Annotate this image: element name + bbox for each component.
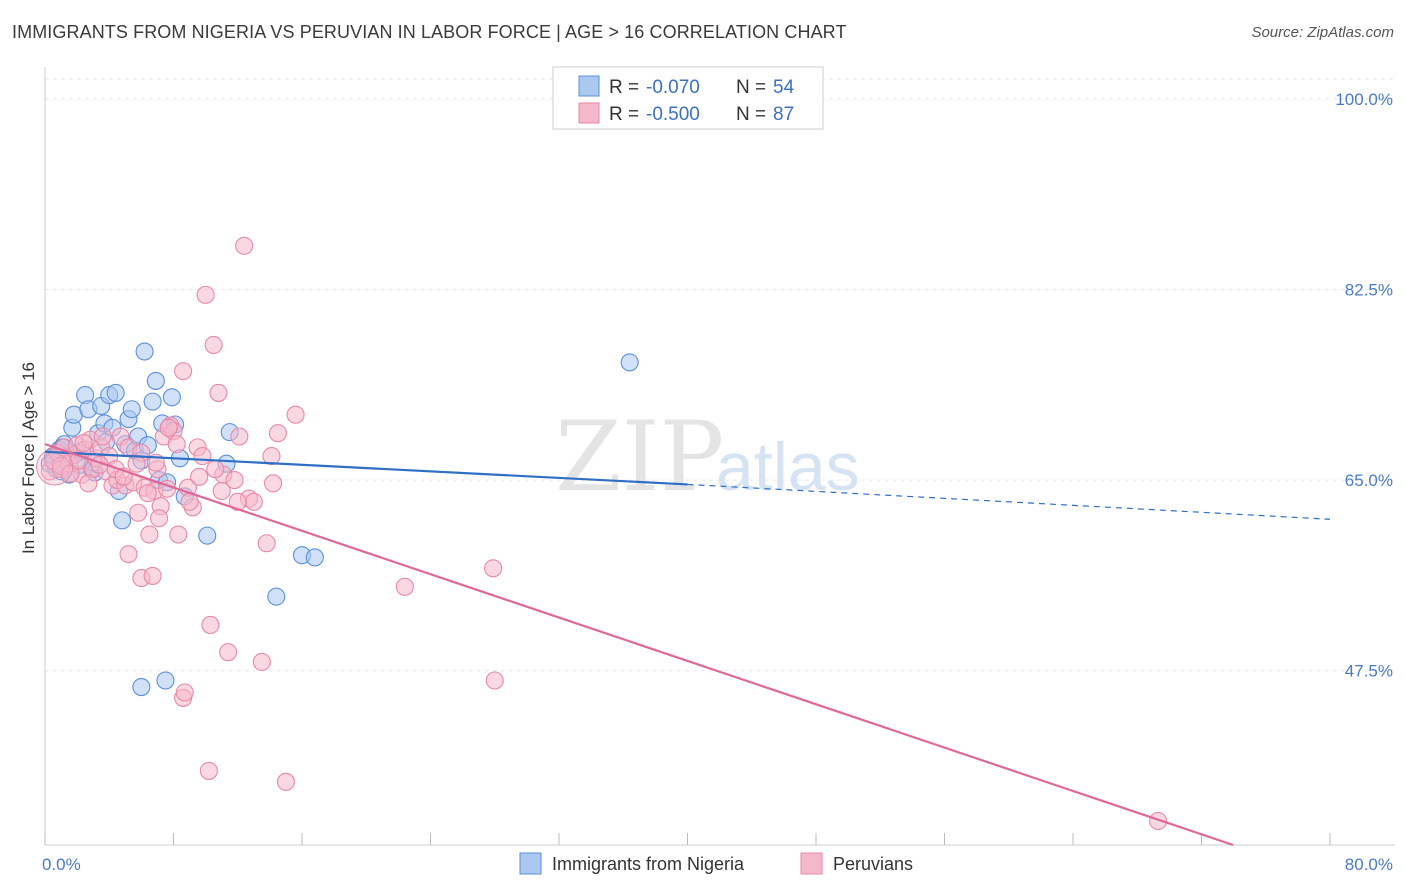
x-tick-label-0: 0.0% <box>42 855 81 874</box>
peruvian-point-45 <box>225 471 244 490</box>
peruvian-point-62 <box>395 577 414 596</box>
peruvian-point-58 <box>143 566 162 585</box>
watermark-zip: ZIP <box>555 401 724 513</box>
nigeria-point-24 <box>113 511 132 530</box>
peruvian-point-52 <box>262 447 281 466</box>
y-tick-label-2: 82.5% <box>1345 280 1393 299</box>
bottom-legend-label-nigeria: Immigrants from Nigeria <box>552 854 745 874</box>
peruvian-point-56 <box>119 545 138 564</box>
peruvian-point-86 <box>74 433 93 453</box>
legend-swatch-peruvians <box>578 102 600 124</box>
nigeria-point-34 <box>146 371 165 390</box>
y-tick-label-3: 100.0% <box>1335 90 1393 109</box>
nigeria-point-45 <box>267 587 286 606</box>
peruvian-point-54 <box>276 772 295 791</box>
trend-lines <box>44 443 1331 847</box>
y-axis-label: In Labor Force | Age > 16 <box>19 362 38 554</box>
source-credit: Source: ZipAtlas.com <box>1251 24 1394 41</box>
peruvian-point-51 <box>257 534 276 553</box>
trend-line-peruvians <box>44 443 1234 847</box>
peruvian-point-79 <box>190 467 209 486</box>
peruvian-point-38 <box>193 447 212 466</box>
peruvian-point-83 <box>264 474 283 493</box>
peruvian-point-33 <box>169 525 188 544</box>
nigeria-point-49 <box>132 677 151 697</box>
legend-r-value-a: -0.070 <box>646 77 700 98</box>
peruvian-point-77 <box>167 435 186 454</box>
nigeria-point-50 <box>156 671 175 690</box>
bottom-legend-swatch-peruvians <box>800 852 823 875</box>
chart-title: IMMIGRANTS FROM NIGERIA VS PERUVIAN IN L… <box>12 22 847 42</box>
legend-n-value-b: 87 <box>773 104 794 125</box>
nigeria-point-33 <box>143 392 162 411</box>
peruvian-point-85 <box>93 427 112 446</box>
peruvian-point-80 <box>206 460 225 479</box>
peruvian-point-22 <box>129 503 148 522</box>
nigeria-point-22 <box>106 383 125 402</box>
peruvian-point-61 <box>199 761 218 780</box>
nigeria-point-38 <box>162 388 181 407</box>
legend-n-label-a: N = <box>736 77 766 98</box>
series-nigeria-points <box>40 342 639 697</box>
x-tick-label-1: 80.0% <box>1345 855 1393 874</box>
peruvian-point-64 <box>485 671 504 690</box>
peruvian-point-34 <box>174 362 193 381</box>
peruvian-point-60 <box>175 683 194 702</box>
peruvian-point-42 <box>209 383 228 402</box>
nigeria-point-48 <box>620 353 639 372</box>
y-tick-labels: 47.5% 65.0% 82.5% 100.0% <box>1335 90 1393 681</box>
bottom-legend-label-peruvians: Peruvians <box>833 854 913 874</box>
peruvian-point-55 <box>286 405 305 424</box>
nigeria-point-31 <box>135 342 154 361</box>
legend-n-value-a: 54 <box>773 77 795 98</box>
nigeria-point-42 <box>198 526 217 545</box>
y-tick-label-1: 65.0% <box>1345 471 1393 490</box>
peruvian-point-53 <box>268 424 287 443</box>
stats-legend: R = -0.070 N = 54 R = -0.500 N = 87 <box>552 66 824 130</box>
peruvian-point-50 <box>252 652 271 672</box>
legend-r-value-b: -0.500 <box>646 104 700 125</box>
y-tick-label-0: 47.5% <box>1345 662 1393 681</box>
grid-lines <box>45 78 1395 672</box>
peruvian-point-47 <box>235 236 254 255</box>
peruvian-point-63 <box>484 559 503 578</box>
peruvian-point-67 <box>61 464 80 483</box>
legend-r-label-a: R = <box>609 77 639 98</box>
nigeria-point-27 <box>122 400 141 419</box>
peruvian-point-73 <box>127 454 146 473</box>
peruvian-point-76 <box>159 418 178 437</box>
series-peruvians-points <box>36 236 1168 831</box>
peruvian-point-39 <box>196 285 215 304</box>
peruvian-point-69 <box>79 474 98 493</box>
peruvian-point-46 <box>230 427 249 446</box>
legend-n-label-b: N = <box>736 104 766 125</box>
peruvian-point-40 <box>201 615 220 634</box>
peruvian-point-cluster <box>36 448 74 486</box>
legend-swatch-nigeria <box>578 75 600 97</box>
peruvian-point-82 <box>228 492 247 511</box>
trend-line-nigeria-extension <box>687 483 1331 520</box>
x-tick-labels: 0.0% 80.0% <box>42 855 1393 874</box>
peruvian-point-75 <box>149 509 169 528</box>
peruvian-point-65 <box>1149 811 1168 831</box>
peruvian-point-41 <box>204 335 223 355</box>
watermark-atlas: atlas <box>716 429 860 505</box>
peruvian-point-74 <box>138 484 157 503</box>
series-legend: Immigrants from Nigeria Peruvians <box>519 852 913 875</box>
peruvian-point-49 <box>244 492 263 511</box>
peruvian-point-25 <box>140 525 159 544</box>
trend-line-nigeria <box>44 450 688 486</box>
nigeria-point-47 <box>305 548 324 567</box>
peruvian-point-44 <box>219 643 238 662</box>
peruvian-point-81 <box>212 481 231 501</box>
legend-r-label-b: R = <box>609 104 639 125</box>
bottom-legend-swatch-nigeria <box>519 852 542 875</box>
